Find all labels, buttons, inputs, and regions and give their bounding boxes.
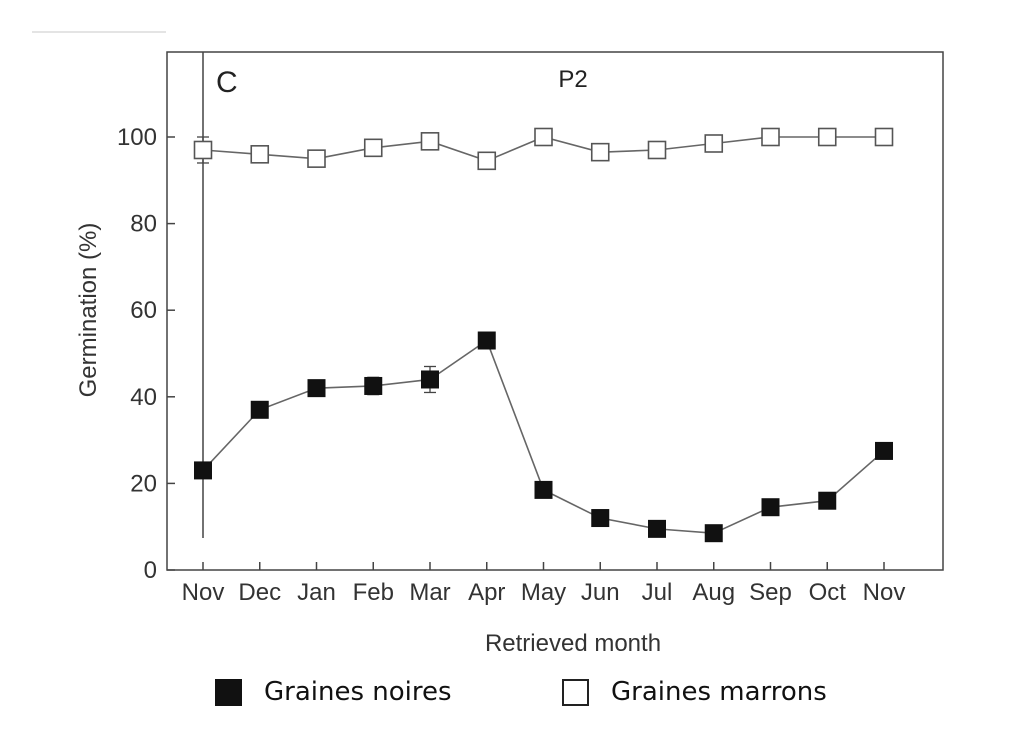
x-axis: Nov Dec Jan Feb Mar Apr May Jun Jul Aug Sep Oct Nov (182, 562, 906, 606)
x-tick-label: Feb (353, 579, 394, 606)
x-tick-label: Apr (468, 579, 505, 606)
data-point (363, 138, 383, 158)
x-tick-label: Jul (642, 579, 673, 606)
legend-label-graines-noires: Graines noires (264, 677, 452, 707)
data-point (421, 370, 439, 389)
data-point (590, 142, 610, 162)
data-point (704, 524, 723, 543)
data-point (875, 441, 893, 460)
data-point (647, 140, 667, 160)
x-tick-label: Dec (238, 579, 281, 606)
decorative-divider (32, 31, 166, 33)
data-point (477, 331, 496, 350)
data-point (704, 134, 724, 153)
series-graines-noires (194, 331, 893, 543)
x-tick-label: Aug (692, 579, 735, 606)
data-point (817, 127, 837, 147)
legend-swatch-filled-square (215, 678, 242, 706)
x-tick-label: May (521, 579, 566, 606)
data-point (761, 498, 780, 517)
data-point (591, 509, 610, 528)
series-line (202, 339, 885, 535)
panel-label: C (216, 66, 238, 99)
data-point (307, 379, 326, 398)
y-tick-label: 40 (130, 384, 157, 411)
data-point (250, 400, 269, 419)
plot-frame (166, 51, 944, 571)
y-tick-label: 80 (130, 211, 157, 238)
legend-swatch-open-square (562, 678, 589, 706)
chart-title: P2 (558, 66, 587, 93)
data-point (250, 145, 270, 164)
x-axis-title: Retrieved month (485, 630, 661, 657)
y-tick-label: 60 (130, 297, 157, 324)
y-tick-label: 100 (117, 124, 157, 151)
legend-entry-graines-noires: Graines noires (215, 672, 452, 712)
legend-entry-graines-marrons: Graines marrons (562, 672, 827, 712)
x-tick-label: Jun (581, 579, 620, 606)
x-tick-label: Mar (409, 579, 450, 606)
x-tick-label: Nov (182, 579, 225, 606)
x-tick-label: Nov (863, 579, 906, 606)
x-tick-label: Sep (749, 579, 792, 606)
y-axis: 0 20 40 60 80 100 (117, 124, 175, 584)
y-tick-label: 20 (130, 470, 157, 497)
data-point (534, 127, 553, 147)
series-graines-marrons (193, 127, 894, 171)
legend-label-graines-marrons: Graines marrons (611, 677, 827, 707)
data-point (818, 491, 837, 510)
x-tick-label: Jan (297, 579, 336, 606)
data-point (534, 480, 553, 499)
data-point (420, 132, 440, 151)
data-point (307, 149, 326, 168)
series-group (193, 127, 894, 543)
data-point (194, 461, 212, 480)
y-tick-label: 0 (144, 557, 157, 584)
data-point (648, 519, 666, 538)
plot-border (166, 51, 944, 571)
data-point (874, 127, 894, 147)
x-tick-label: Oct (809, 579, 847, 606)
data-point (761, 127, 780, 147)
data-point (364, 376, 383, 395)
y-axis-title: Germination (%) (75, 223, 102, 398)
data-point (477, 151, 497, 171)
data-point (193, 140, 213, 160)
